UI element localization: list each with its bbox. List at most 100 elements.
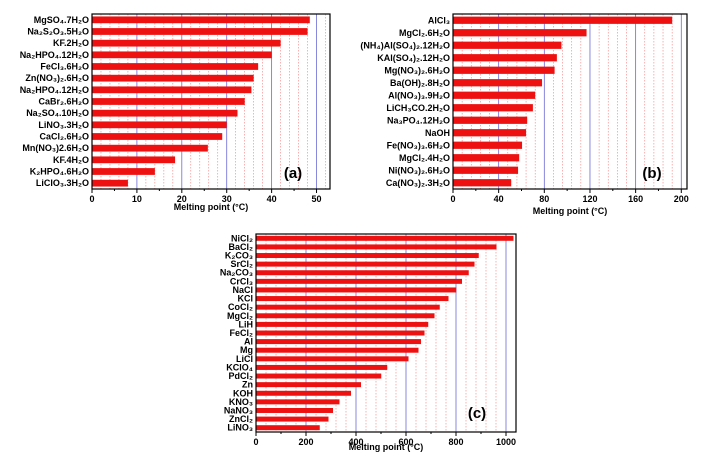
category-label: Mg(NO₃)₂.6H₂O xyxy=(384,65,450,75)
category-label: NaOH xyxy=(425,128,450,138)
bar xyxy=(256,270,469,276)
x-tick-label: 1000 xyxy=(496,437,516,447)
category-label: Na₂HPO₄.12H₂O xyxy=(20,50,89,60)
category-label: Ba(OH)₂.8H₂O xyxy=(390,78,450,88)
x-tick-label: 400 xyxy=(348,437,363,447)
bar xyxy=(256,399,340,405)
category-label: Na₂HPO₄.12H₂O xyxy=(20,85,89,95)
x-tick-label: 0 xyxy=(450,194,455,204)
bar xyxy=(256,390,351,396)
x-axis-label: Melting point (°C) xyxy=(349,442,424,452)
category-label: K₂HPO₄.6H₂O xyxy=(30,167,89,177)
category-label: LiCl xyxy=(236,354,253,364)
category-label: FeCl₃.6H₂O xyxy=(40,62,89,72)
x-tick-label: 0 xyxy=(253,437,258,447)
chart-panel-c: NiCl₂BaCl₂K₂CO₃SrCl₂Na₂CO₃CrCl₃NaClKClCo… xyxy=(220,233,517,452)
category-label: Na₂CO₃ xyxy=(220,268,253,278)
category-label: Mg xyxy=(240,345,253,355)
category-label: MgCl₂.6H₂O xyxy=(399,28,450,38)
bar xyxy=(92,144,208,152)
bar xyxy=(256,304,440,310)
category-label: KF.2H₂O xyxy=(53,38,89,48)
category-label: AlCl₃ xyxy=(428,15,450,25)
category-label: LiClO₃.3H₂O xyxy=(36,178,89,188)
category-label: MgCl₂.4H₂O xyxy=(399,153,450,163)
bar xyxy=(256,330,425,336)
category-label: CaBr₂.6H₂O xyxy=(38,97,89,107)
x-tick-label: 160 xyxy=(628,194,643,204)
bar xyxy=(453,129,527,137)
bar xyxy=(453,54,557,62)
bar xyxy=(92,109,238,117)
x-tick-label: 50 xyxy=(312,194,322,204)
panel-label: (a) xyxy=(284,165,302,182)
bar xyxy=(256,321,429,327)
bar xyxy=(256,296,449,302)
bar xyxy=(453,79,543,87)
bar xyxy=(256,356,409,362)
category-label: ZnCl₂ xyxy=(229,414,253,424)
bar xyxy=(256,261,475,267)
x-tick-label: 200 xyxy=(674,194,689,204)
bar xyxy=(92,86,252,94)
category-label: K₂CO₃ xyxy=(225,251,253,261)
category-label: (NH₄)Al(SO₄)₂.12H₂O xyxy=(360,40,450,50)
bar xyxy=(92,63,259,70)
category-label: NaCl xyxy=(232,285,253,295)
bar xyxy=(92,179,128,187)
panel-label: (c) xyxy=(468,405,486,422)
category-label: LiNO₃.3H₂O xyxy=(38,120,89,130)
bar xyxy=(92,39,281,47)
bar xyxy=(92,51,272,59)
plot-frame xyxy=(91,13,331,190)
bar xyxy=(92,156,176,164)
category-label: PdCl₂ xyxy=(229,371,254,381)
bar xyxy=(453,154,520,162)
plot-frame xyxy=(452,13,688,190)
x-tick-label: 200 xyxy=(298,437,313,447)
bar xyxy=(256,253,479,259)
bar xyxy=(256,364,388,370)
category-label: CaCl₂.6H₂O xyxy=(39,132,89,142)
bar xyxy=(256,235,514,241)
category-label: NaNO₃ xyxy=(224,405,253,415)
x-tick-label: 120 xyxy=(582,194,597,204)
bar xyxy=(453,166,519,174)
category-label: Zn xyxy=(242,380,253,390)
x-tick-label: 80 xyxy=(539,194,549,204)
category-label: KOH xyxy=(233,388,253,398)
bar xyxy=(92,28,308,35)
bar xyxy=(256,347,419,353)
bar xyxy=(453,116,528,124)
bar xyxy=(256,244,497,250)
category-label: MgSO₄.7H₂O xyxy=(34,15,89,25)
bar xyxy=(256,278,462,284)
category-label: LiH xyxy=(239,319,254,329)
category-label: Na₃PO₄.12H₂O xyxy=(387,115,450,125)
bar xyxy=(256,339,421,345)
bar xyxy=(92,133,223,140)
category-label: KCl xyxy=(238,294,254,304)
category-label: Na₂S₂O₃.5H₂O xyxy=(27,27,89,37)
category-label: Al xyxy=(244,337,253,347)
x-tick-label: 600 xyxy=(398,437,413,447)
category-label: SrCl₂ xyxy=(230,259,253,269)
category-label: BaCl₂ xyxy=(228,242,253,252)
category-label: NiCl₂ xyxy=(231,233,253,243)
x-tick-label: 40 xyxy=(267,194,277,204)
bar xyxy=(453,16,673,24)
bar xyxy=(92,16,310,24)
category-label: CrCl₃ xyxy=(230,276,253,286)
bar xyxy=(256,373,382,379)
bar xyxy=(453,104,533,112)
x-axis-label: Melting point (°C) xyxy=(533,206,608,216)
bar xyxy=(256,407,333,413)
category-label: KClO₄ xyxy=(226,362,253,372)
x-tick-label: 10 xyxy=(132,194,142,204)
category-label: CoCl₂ xyxy=(228,302,253,312)
bar xyxy=(256,382,361,388)
bar xyxy=(453,41,562,49)
x-tick-label: 40 xyxy=(494,194,504,204)
